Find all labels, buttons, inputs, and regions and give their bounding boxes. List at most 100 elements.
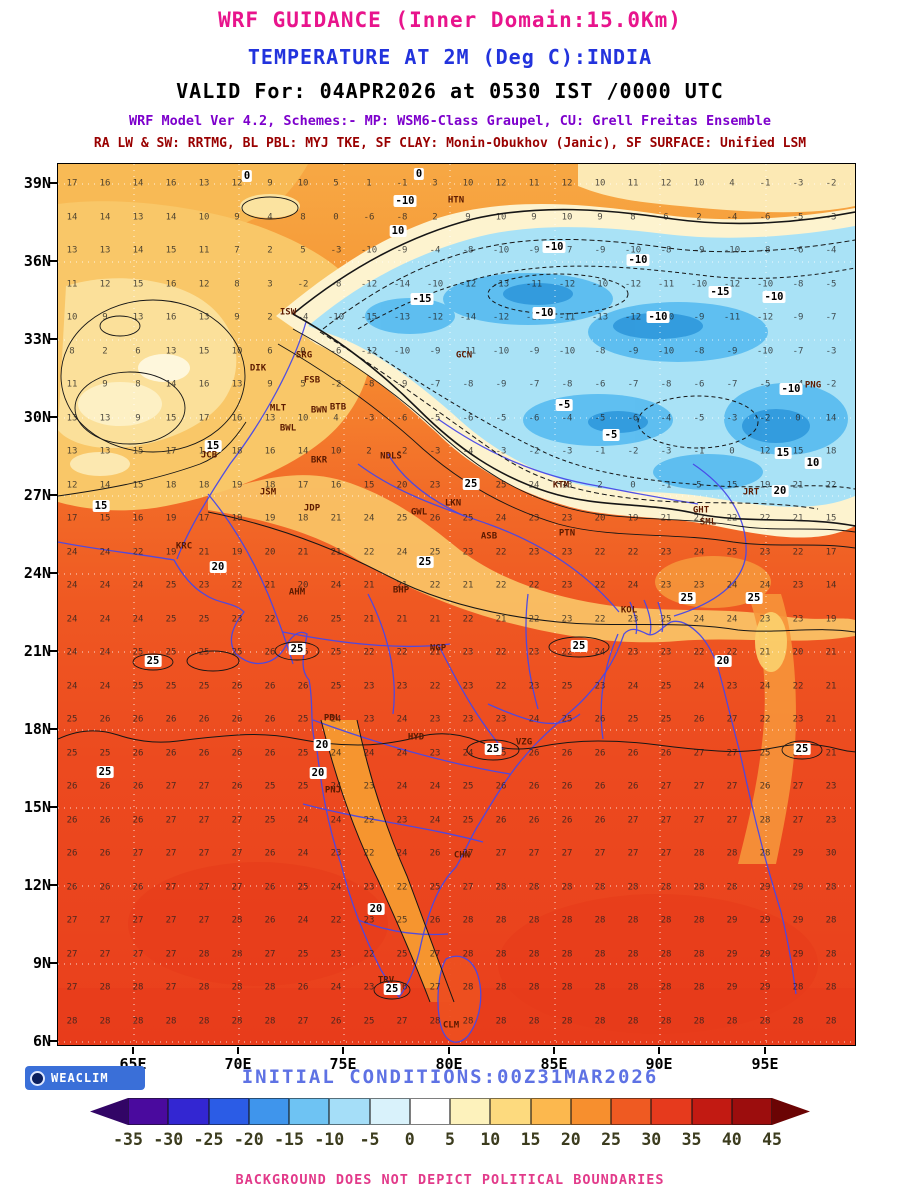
grid-value: 28: [693, 949, 705, 959]
contour-label: 20: [714, 655, 732, 667]
contour-label: 15: [774, 447, 792, 459]
grid-value: -10: [756, 279, 774, 289]
grid-value: 24: [627, 580, 639, 591]
grid-value: 29: [759, 882, 771, 892]
contour-label: 25: [462, 478, 480, 490]
grid-value: 17: [66, 513, 78, 524]
grid-value: 28: [528, 882, 540, 892]
station-label: ASB: [480, 531, 498, 542]
lat-tick-label: 12N: [23, 876, 51, 894]
colorbar-arrow-right-icon: [772, 1098, 810, 1125]
grid-value: -2: [627, 446, 639, 457]
grid-value: 13: [66, 413, 78, 423]
grid-value: 28: [99, 982, 111, 993]
grid-value: 23: [594, 681, 606, 691]
grid-value: 28: [825, 1016, 837, 1026]
grid-value: 6: [267, 346, 273, 356]
grid-value: 28: [561, 949, 573, 959]
grid-value: 13: [66, 245, 78, 256]
grid-value: 4: [267, 212, 273, 222]
grid-value: -6: [528, 413, 540, 423]
grid-value: 2: [432, 212, 438, 222]
grid-value: 25: [462, 815, 474, 825]
colorbar-tick-label: -10: [314, 1130, 345, 1149]
grid-value: 26: [165, 748, 177, 758]
grid-value: -8: [660, 245, 672, 256]
grid-value: 25: [396, 513, 408, 524]
grid-value: 28: [594, 882, 606, 892]
station-label: SRG: [295, 350, 313, 361]
contour-label: 25: [745, 592, 763, 604]
grid-value: -10: [426, 279, 444, 289]
grid-value: -13: [393, 312, 411, 323]
station-label: NGP: [429, 643, 447, 654]
grid-value: 24: [297, 815, 309, 825]
grid-value: 25: [363, 1016, 375, 1026]
grid-value: 0: [333, 212, 339, 222]
lon-tick-label: 95E: [751, 1055, 779, 1073]
grid-value: 19: [231, 480, 243, 490]
grid-value: 18: [231, 446, 243, 457]
colorbar-tick-label: 45: [762, 1130, 782, 1149]
grid-value: 28: [792, 1016, 804, 1026]
grid-value: 26: [297, 614, 309, 624]
grid-value: 28: [660, 915, 672, 926]
contour-label: -10: [532, 307, 556, 319]
grid-value: 20: [594, 513, 606, 524]
grid-value: 22: [495, 681, 507, 691]
grid-value: 19: [231, 547, 243, 557]
grid-value: 23: [528, 547, 540, 557]
station-label: LKN: [444, 498, 462, 509]
grid-value: 25: [429, 547, 441, 557]
grid-value: 22: [429, 681, 441, 691]
grid-value: 21: [462, 580, 474, 591]
station-label: BWN: [310, 405, 328, 416]
station-label: VZG: [515, 737, 533, 748]
contour-label: -5: [602, 429, 620, 441]
grid-value: -6: [792, 245, 804, 256]
initial-conditions-text: INITIAL CONDITIONS:00Z31MAR2026: [241, 1066, 659, 1088]
grid-value: 27: [99, 915, 111, 926]
contour-label: -15: [708, 286, 732, 298]
station-label: CLM: [442, 1020, 460, 1031]
grid-value: 28: [825, 949, 837, 959]
grid-value: 26: [66, 848, 78, 859]
grid-value: 23: [396, 815, 408, 825]
grid-value: 27: [594, 848, 606, 859]
grid-value: 13: [198, 312, 210, 323]
grid-value: 10: [231, 346, 243, 356]
grid-value: 9: [102, 312, 108, 323]
grid-value: 24: [363, 748, 375, 758]
lat-tick-mark: [49, 338, 57, 340]
grid-value: 21: [825, 647, 837, 658]
grid-value: 25: [660, 614, 672, 624]
grid-value: 24: [330, 781, 342, 792]
grid-value: -12: [624, 312, 642, 323]
contour-label: -10: [762, 291, 786, 303]
grid-value: 25: [396, 949, 408, 959]
grid-value: 27: [726, 714, 738, 725]
station-label: BHP: [392, 585, 410, 596]
grid-value: 25: [132, 681, 144, 691]
grid-value: -9: [528, 346, 540, 356]
grid-value: 23: [759, 547, 771, 557]
grid-value: 13: [99, 413, 111, 423]
grid-value: 22: [759, 714, 771, 725]
colorbar-tick-label: 30: [641, 1130, 662, 1149]
grid-value: 23: [429, 748, 441, 758]
grid-value: 22: [693, 647, 705, 658]
grid-value: 28: [561, 982, 573, 993]
grid-value: 28: [594, 1016, 606, 1026]
grid-value: 24: [429, 815, 441, 825]
grid-value: -6: [627, 413, 639, 423]
grid-value: 28: [231, 982, 243, 993]
grid-value: 26: [99, 714, 111, 725]
colorbar-tick-label: -20: [233, 1130, 264, 1149]
grid-value: -10: [723, 245, 741, 256]
grid-value: 22: [792, 547, 804, 557]
grid-value: 13: [132, 212, 144, 222]
grid-value: 8: [234, 279, 240, 289]
grid-value: 25: [297, 748, 309, 758]
station-label: KRC: [175, 541, 193, 552]
